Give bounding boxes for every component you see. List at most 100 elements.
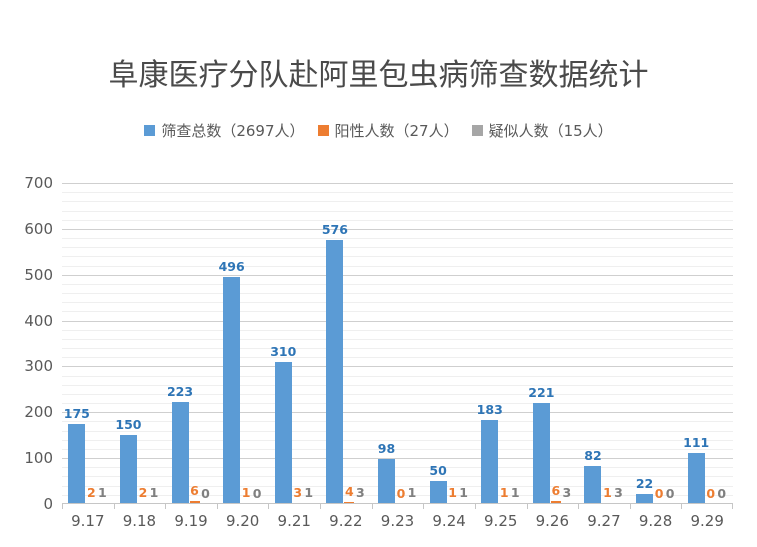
bar-value-label: 175 [63, 405, 90, 421]
bar-value-label: 0 [717, 486, 727, 501]
bar-value-label: 2 [138, 484, 148, 500]
major-gridline [62, 274, 733, 276]
x-axis-tick [371, 504, 373, 509]
x-axis-tick [578, 504, 580, 509]
x-category-label: 9.18 [122, 512, 157, 530]
legend-item-2: 疑似人数（15人） [471, 120, 613, 141]
x-axis-labels: 9.17 9.18 9.19 9.20 9.21 9.22 9.23 9.24 9.25 9.26… [62, 512, 733, 532]
bar-value-label: 111 [683, 435, 710, 451]
minor-gridline [62, 265, 733, 267]
chart-title: 阜康医疗分队赴阿里包虫病筛查数据统计 [108, 58, 649, 93]
x-category-label: 9.27 [587, 512, 621, 530]
x-category-label: 9.29 [690, 512, 724, 530]
bar-value-label: 3 [356, 484, 365, 500]
x-axis-ticks [62, 504, 733, 510]
y-tick-label: 600 [24, 219, 53, 238]
bar-阳性人数（27人）-9.19 [189, 501, 200, 504]
bar-value-label: 3 [293, 484, 303, 500]
bar-筛查总数（2697人）-9.24 [429, 481, 447, 504]
bar-筛查总数（2697人）-9.19 [171, 401, 189, 504]
major-gridline [62, 228, 733, 230]
y-tick-label: 0 [43, 495, 53, 513]
y-tick-label: 100 [24, 449, 53, 468]
minor-gridline [62, 384, 733, 386]
major-gridline [62, 183, 733, 184]
minor-gridline [62, 485, 733, 487]
bar-筛查总数（2697人）-9.26 [532, 402, 550, 504]
x-category-label: 9.19 [174, 512, 208, 530]
x-axis-tick [423, 504, 425, 509]
major-gridline [62, 366, 733, 368]
bar-value-label: 6 [190, 483, 199, 499]
bar-value-label: 0 [396, 486, 406, 501]
y-tick-label: 700 [24, 174, 53, 192]
legend-label: 阳性人数（27人） [334, 121, 459, 140]
x-category-label: 9.17 [71, 512, 105, 530]
bar-value-label: 1 [448, 484, 457, 500]
x-category-label: 9.26 [535, 512, 570, 530]
bar-value-label: 1 [97, 484, 107, 500]
bar-筛查总数（2697人）-9.17 [68, 423, 86, 504]
minor-gridline [62, 403, 733, 405]
minor-gridline [62, 375, 733, 377]
x-category-label: 9.28 [638, 512, 673, 530]
x-axis-tick [732, 504, 733, 509]
minor-gridline [62, 448, 733, 450]
bar-value-label: 576 [321, 221, 348, 237]
y-tick-label: 400 [24, 311, 53, 330]
legend-item-0: 筛查总数（2697人） [144, 120, 305, 141]
x-axis-tick [113, 504, 115, 509]
major-gridline [62, 412, 733, 414]
x-axis-tick [474, 504, 476, 509]
minor-gridline [62, 357, 733, 359]
bar-value-label: 310 [270, 343, 297, 359]
y-tick-label: 500 [24, 265, 53, 284]
y-tick-label: 300 [24, 357, 53, 376]
legend-item-1: 阳性人数（27人） [317, 120, 459, 141]
bar-筛查总数（2697人）-9.29 [687, 453, 705, 504]
legend-label: 筛查总数（2697人） [161, 121, 305, 140]
minor-gridline [62, 338, 733, 340]
x-category-label: 9.24 [432, 512, 466, 530]
minor-gridline [62, 348, 733, 350]
minor-gridline [62, 430, 733, 432]
bar-value-label: 1 [510, 484, 520, 500]
minor-gridline [62, 439, 733, 441]
bar-value-label: 98 [377, 441, 396, 457]
bar-value-label: 1 [241, 484, 251, 500]
legend-swatch-icon [317, 124, 329, 136]
bar-value-label: 22 [635, 475, 654, 491]
bar-筛查总数（2697人）-9.28 [636, 493, 654, 504]
bar-value-label: 1 [603, 484, 612, 500]
bar-value-label: 3 [614, 484, 623, 500]
x-axis-tick [268, 504, 270, 509]
x-category-label: 9.22 [329, 512, 363, 530]
minor-gridline [62, 293, 733, 295]
bar-筛查总数（2697人）-9.18 [119, 435, 137, 504]
bar-value-label: 223 [166, 383, 194, 399]
x-category-label: 9.23 [380, 512, 415, 530]
x-axis-tick [681, 504, 683, 509]
major-gridline [62, 458, 733, 460]
bar-筛查总数（2697人）-9.23 [378, 459, 395, 504]
legend-swatch-icon [144, 124, 156, 136]
bar-value-label: 1 [407, 484, 417, 500]
bar-value-label: 3 [562, 484, 572, 500]
minor-gridline [62, 192, 733, 194]
bar-筛查总数（2697人）-9.25 [481, 420, 499, 504]
x-axis-tick [629, 504, 631, 509]
legend-swatch-icon [471, 124, 483, 136]
minor-gridline [62, 201, 733, 203]
bar-value-label: 2 [86, 484, 96, 500]
minor-gridline [62, 256, 733, 258]
x-category-label: 9.21 [277, 512, 311, 530]
x-axis-tick [526, 504, 528, 509]
minor-gridline [62, 283, 733, 285]
minor-gridline [62, 393, 733, 395]
y-tick-label: 200 [24, 403, 53, 422]
minor-gridline [62, 476, 733, 478]
x-axis-tick [165, 504, 167, 509]
major-gridline [62, 320, 733, 322]
bar-阳性人数（27人）-9.26 [550, 501, 561, 504]
